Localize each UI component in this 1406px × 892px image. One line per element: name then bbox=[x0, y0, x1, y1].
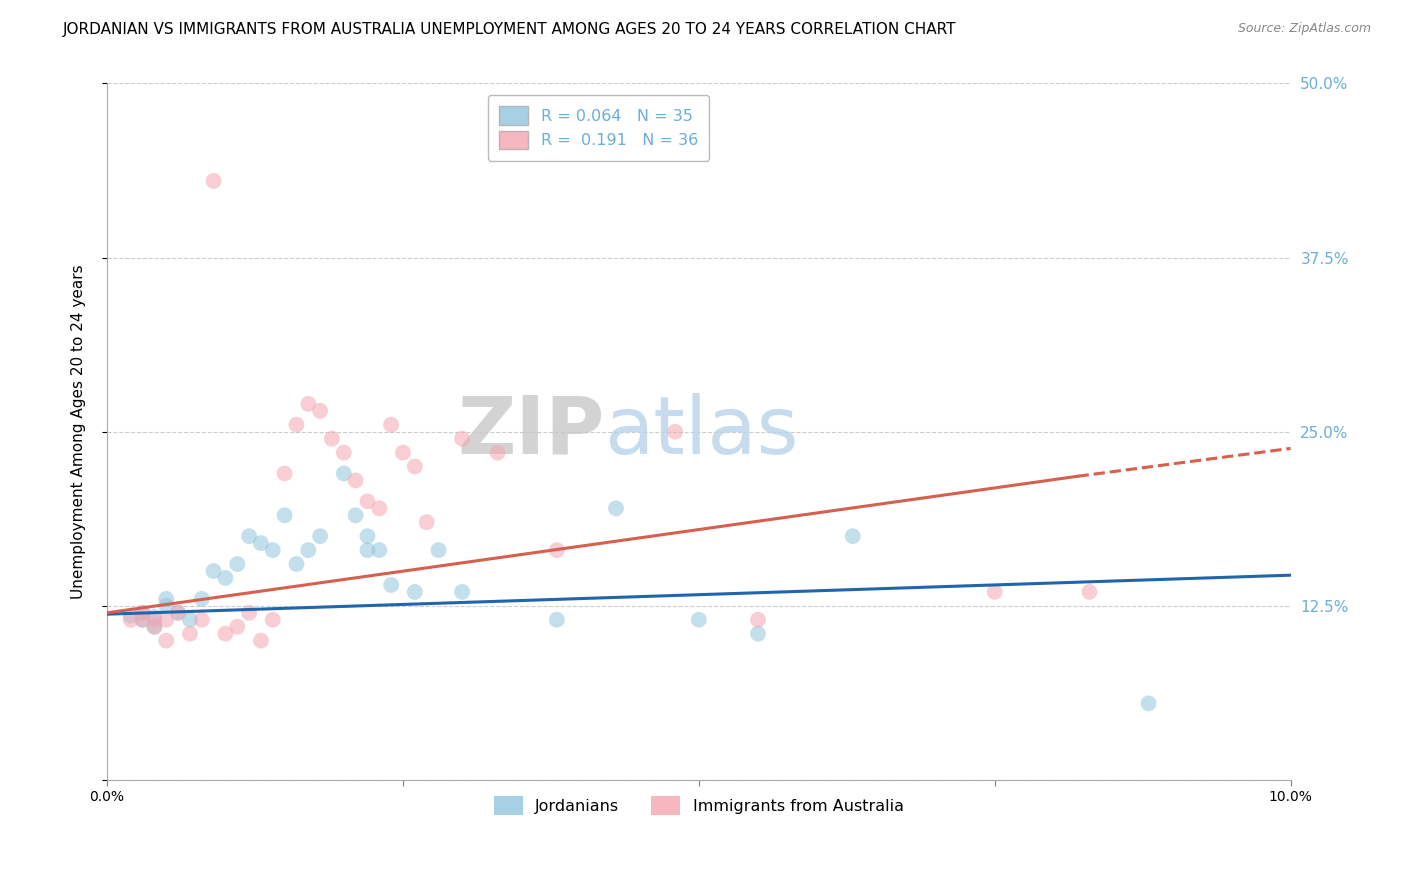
Point bbox=[262, 543, 284, 558]
Text: atlas: atlas bbox=[605, 392, 799, 471]
Y-axis label: Unemployment Among Ages 20 to 24 years: Unemployment Among Ages 20 to 24 years bbox=[72, 264, 86, 599]
Point bbox=[404, 459, 426, 474]
Point bbox=[238, 529, 260, 543]
Point bbox=[356, 494, 378, 508]
Point bbox=[1137, 696, 1160, 710]
Point bbox=[202, 564, 225, 578]
Point bbox=[664, 425, 686, 439]
Point bbox=[344, 508, 367, 523]
Point bbox=[167, 606, 190, 620]
Point bbox=[344, 474, 367, 488]
Point bbox=[120, 613, 142, 627]
Point bbox=[309, 529, 332, 543]
Point bbox=[131, 613, 153, 627]
Point bbox=[190, 613, 212, 627]
Point bbox=[167, 606, 190, 620]
Point bbox=[179, 626, 201, 640]
Point bbox=[309, 404, 332, 418]
Point bbox=[262, 613, 284, 627]
Point bbox=[297, 543, 319, 558]
Point bbox=[415, 515, 437, 529]
Point bbox=[238, 606, 260, 620]
Point bbox=[404, 585, 426, 599]
Point bbox=[155, 613, 177, 627]
Point bbox=[143, 620, 166, 634]
Point bbox=[226, 557, 249, 571]
Point bbox=[333, 445, 356, 459]
Point bbox=[131, 606, 153, 620]
Point bbox=[368, 501, 391, 516]
Point bbox=[250, 633, 273, 648]
Point bbox=[392, 445, 415, 459]
Text: JORDANIAN VS IMMIGRANTS FROM AUSTRALIA UNEMPLOYMENT AMONG AGES 20 TO 24 YEARS CO: JORDANIAN VS IMMIGRANTS FROM AUSTRALIA U… bbox=[63, 22, 956, 37]
Point bbox=[226, 620, 249, 634]
Point bbox=[747, 613, 769, 627]
Point bbox=[179, 613, 201, 627]
Point bbox=[427, 543, 450, 558]
Point bbox=[190, 591, 212, 606]
Point bbox=[1078, 585, 1101, 599]
Point bbox=[214, 626, 236, 640]
Point bbox=[131, 613, 153, 627]
Point bbox=[285, 557, 308, 571]
Point bbox=[273, 508, 295, 523]
Point bbox=[285, 417, 308, 432]
Text: Source: ZipAtlas.com: Source: ZipAtlas.com bbox=[1237, 22, 1371, 36]
Legend: Jordanians, Immigrants from Australia: Jordanians, Immigrants from Australia bbox=[484, 787, 914, 824]
Point bbox=[273, 467, 295, 481]
Point bbox=[546, 543, 568, 558]
Point bbox=[202, 174, 225, 188]
Point bbox=[131, 606, 153, 620]
Point bbox=[356, 543, 378, 558]
Point bbox=[143, 613, 166, 627]
Point bbox=[546, 613, 568, 627]
Point bbox=[486, 445, 509, 459]
Point bbox=[747, 626, 769, 640]
Point bbox=[143, 620, 166, 634]
Point bbox=[250, 536, 273, 550]
Point bbox=[155, 599, 177, 613]
Point bbox=[451, 432, 474, 446]
Point bbox=[214, 571, 236, 585]
Point bbox=[155, 633, 177, 648]
Point bbox=[380, 578, 402, 592]
Text: ZIP: ZIP bbox=[457, 392, 605, 471]
Point bbox=[297, 397, 319, 411]
Point bbox=[155, 591, 177, 606]
Point bbox=[143, 610, 166, 624]
Point bbox=[356, 529, 378, 543]
Point bbox=[120, 608, 142, 623]
Point bbox=[380, 417, 402, 432]
Point bbox=[841, 529, 863, 543]
Point bbox=[451, 585, 474, 599]
Point bbox=[688, 613, 710, 627]
Point bbox=[605, 501, 627, 516]
Point bbox=[321, 432, 343, 446]
Point bbox=[983, 585, 1005, 599]
Point bbox=[333, 467, 356, 481]
Point bbox=[368, 543, 391, 558]
